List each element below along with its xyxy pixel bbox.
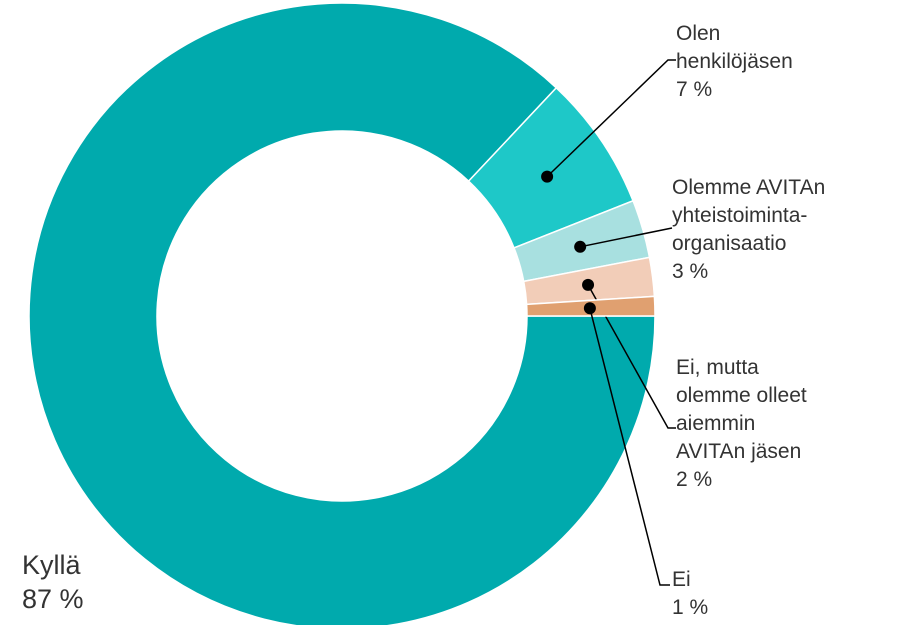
leader-line: [589, 308, 670, 586]
value-label: 7 %: [676, 78, 713, 101]
value-label: 1 %: [672, 596, 709, 619]
category-label: Ei: [672, 568, 691, 591]
value-label: 2 %: [676, 468, 713, 491]
leader-line: [580, 227, 673, 248]
segment-label: Kyllä 87 %: [22, 548, 222, 616]
donut-segment: [28, 2, 656, 625]
leader-line: [587, 284, 676, 429]
value-label: 87 %: [22, 584, 84, 614]
category-label: Olemme AVITAn yhteistoiminta-organisaati…: [672, 176, 826, 255]
leader-line: [546, 59, 676, 178]
segment-label: Ei 1 %: [672, 566, 732, 622]
segment-label: Olemme AVITAn yhteistoiminta-organisaati…: [672, 174, 837, 286]
value-label: 3 %: [672, 260, 709, 283]
leader-dot: [574, 240, 587, 253]
category-label: Kyllä: [22, 550, 81, 580]
leader-dot: [583, 302, 596, 315]
leader-dot: [541, 170, 554, 183]
category-label: Olen henkilöjäsen: [676, 22, 793, 73]
segment-label: Olen henkilöjäsen 7 %: [676, 20, 836, 104]
segment-label: Ei, mutta olemme olleet aiemmin AVITAn j…: [676, 354, 821, 494]
category-label: Ei, mutta olemme olleet aiemmin AVITAn j…: [676, 356, 807, 463]
leader-dot: [582, 278, 595, 291]
